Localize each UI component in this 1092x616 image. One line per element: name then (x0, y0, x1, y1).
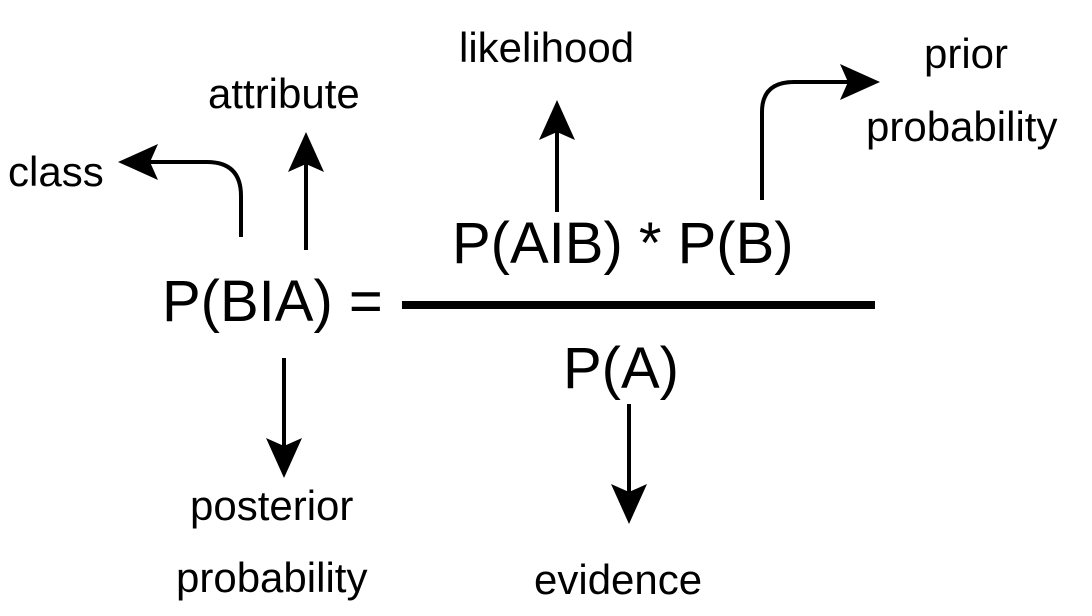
prior-label-line2: probability (866, 103, 1057, 150)
likelihood-arrow (539, 100, 575, 212)
attribute-arrow (288, 132, 324, 250)
class-label: class (8, 148, 104, 195)
likelihood-label: likelihood (459, 24, 634, 71)
evidence-label: evidence (534, 556, 702, 603)
prior-probability-arrow (760, 64, 880, 200)
posterior-probability-arrow (266, 358, 302, 478)
posterior-label-line1: posterior (190, 482, 353, 529)
evidence-arrow (611, 404, 647, 524)
formula-numerator: P(AIB) * P(B) (452, 211, 794, 276)
formula-denominator: P(A) (563, 336, 679, 401)
posterior-label-line2: probability (176, 554, 367, 601)
formula-lhs: P(BIA) = (162, 269, 383, 334)
attribute-label: attribute (208, 70, 360, 117)
class-arrow (118, 144, 243, 237)
prior-label-line1: prior (924, 30, 1008, 77)
